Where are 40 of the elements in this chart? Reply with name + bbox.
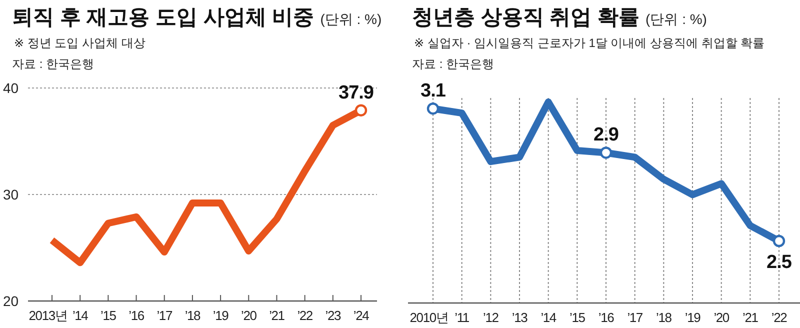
x-tick-label: ’20 bbox=[241, 308, 257, 323]
chart-title: 퇴직 후 재고용 도입 사업체 비중 bbox=[12, 6, 314, 29]
chart-subtitle: ※ 정년 도입 사업체 대상 bbox=[14, 36, 146, 50]
text: 자료 : 한국은행 bbox=[12, 57, 94, 71]
chart-title: 청년층 상용직 취업 확률 bbox=[412, 6, 640, 29]
x-tick-label: ’18 bbox=[656, 310, 672, 325]
x-tick-label: ’11 bbox=[454, 310, 470, 325]
y-tick-label: 20 bbox=[3, 293, 19, 309]
chart-subtitle: ※ 실업자 · 임시일용직 근로자가 1달 이내에 상용직에 취업할 확률 bbox=[414, 36, 765, 50]
x-tick-label: ’19 bbox=[212, 308, 229, 323]
text: 자료 : 한국은행 bbox=[412, 57, 494, 71]
x-tick-label: ’16 bbox=[598, 310, 614, 325]
x-tick-label: 2013년 bbox=[28, 308, 68, 323]
x-tick-label: ’17 bbox=[156, 308, 172, 323]
x-tick-label: ’21 bbox=[742, 310, 758, 325]
y-axis-title: (단위 : %) bbox=[320, 11, 382, 27]
data-label: 2.5 bbox=[766, 252, 792, 273]
x-tick-label: 2010년 bbox=[410, 310, 448, 325]
data-label: 37.9 bbox=[338, 82, 374, 104]
y-tick-label: 30 bbox=[3, 186, 19, 202]
y-axis-title: (단위 : %) bbox=[646, 11, 707, 27]
x-tick-label: ’22 bbox=[297, 308, 313, 323]
x-tick-label: ’24 bbox=[353, 308, 370, 323]
x-tick-label: ’13 bbox=[512, 310, 528, 325]
x-tick-label: ’14 bbox=[540, 310, 556, 325]
x-tick-label: ’16 bbox=[128, 308, 144, 323]
x-tick-label: ’14 bbox=[72, 308, 88, 323]
x-tick-label: ’12 bbox=[483, 310, 499, 325]
x-tick-label: ’20 bbox=[714, 310, 730, 325]
x-tick-label: ’15 bbox=[100, 308, 116, 323]
x-tick-label: ’22 bbox=[771, 310, 788, 325]
data-label: 3.1 bbox=[420, 80, 446, 102]
x-tick-label: ’18 bbox=[184, 308, 201, 323]
x-tick-label: ’21 bbox=[269, 308, 285, 323]
x-tick-label: ’15 bbox=[570, 310, 586, 325]
x-tick-label: ’19 bbox=[684, 310, 701, 325]
data-label: 2.9 bbox=[594, 124, 618, 146]
y-tick-label: 40 bbox=[3, 80, 19, 96]
x-tick-label: ’23 bbox=[325, 308, 341, 323]
x-tick-label: ’17 bbox=[627, 310, 643, 325]
